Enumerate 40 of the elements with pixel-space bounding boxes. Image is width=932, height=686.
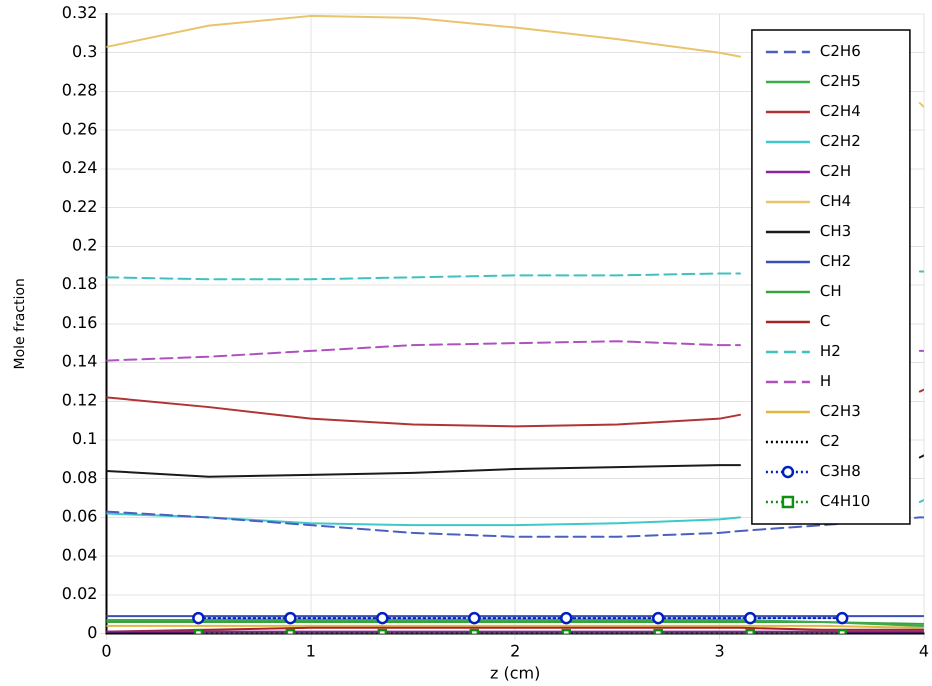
y-tick-label: 0.32 — [62, 3, 98, 22]
y-tick-label: 0.16 — [62, 312, 98, 332]
legend-label: H2 — [820, 342, 841, 360]
legend-label: C2H4 — [820, 102, 861, 120]
y-tick-label: 0.3 — [72, 42, 98, 61]
legend-label: H — [820, 372, 832, 390]
y-tick-label: 0.14 — [62, 352, 98, 371]
y-tick-label: 0.24 — [62, 158, 98, 178]
y-tick-label: 0 — [87, 622, 98, 642]
legend-label: CH2 — [820, 252, 852, 270]
y-tick-label: 0.26 — [62, 119, 98, 138]
y-tick-label: 0.22 — [62, 196, 98, 216]
y-tick-label: 0.08 — [62, 468, 98, 487]
legend-label: C2H5 — [820, 72, 861, 90]
legend-label: C2H — [820, 162, 852, 180]
x-tick-label: 4 — [918, 641, 930, 660]
legend-label: C2H6 — [820, 42, 861, 60]
x-tick-label: 0 — [101, 641, 112, 660]
legend-label: C — [820, 312, 830, 330]
y-tick-label: 0.18 — [62, 274, 98, 294]
y-tick-label: 0.12 — [62, 390, 98, 410]
y-axis-title: Mole fraction — [12, 278, 28, 370]
legend-label: C2H2 — [820, 132, 861, 150]
x-tick-label: 2 — [510, 641, 520, 660]
y-tick-label: 0.28 — [62, 80, 98, 100]
y-tick-label: 0.04 — [62, 545, 98, 564]
legend-label: CH4 — [820, 192, 852, 210]
legend-label: CH — [820, 282, 842, 300]
y-tick-label: 0.1 — [72, 429, 98, 448]
y-tick-label: 0.2 — [72, 236, 98, 255]
legend-label: CH3 — [820, 222, 852, 240]
legend-label: C3H8 — [820, 462, 861, 480]
x-tick-label: 3 — [714, 641, 725, 660]
legend-label: C4H10 — [820, 492, 870, 510]
x-axis-title: z (cm) — [490, 664, 540, 683]
y-tick-label: 0.06 — [62, 506, 98, 526]
x-tick-label: 1 — [306, 641, 316, 660]
y-tick-label: 0.02 — [62, 584, 98, 604]
legend-label: C2H3 — [820, 402, 861, 420]
legend-label: C2 — [820, 432, 840, 450]
